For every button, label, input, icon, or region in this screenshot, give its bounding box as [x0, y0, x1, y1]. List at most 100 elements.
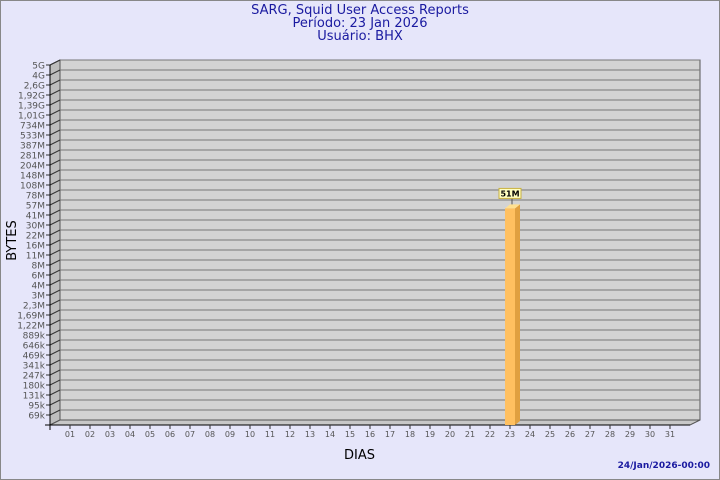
floor [49, 419, 701, 426]
x-tick-label: 27 [585, 430, 595, 439]
y-tick-label: 5G [32, 62, 45, 72]
x-tick-label: 25 [545, 430, 555, 439]
y-tick-diagonal [49, 169, 61, 176]
bar-value-label: 51M [500, 189, 519, 198]
y-tick-diagonal [49, 269, 61, 276]
x-tick-label: 12 [285, 430, 295, 439]
y-tick-diagonal [49, 309, 61, 316]
y-tick-label: 387M [20, 142, 45, 152]
y-tick-label: 247k [23, 372, 46, 382]
chart-subtitle-period: Período: 23 Jan 2026 [292, 16, 428, 31]
x-tick-label: 31 [665, 430, 675, 439]
y-tick-label: 8M [32, 262, 46, 272]
y-tick-label: 341k [23, 362, 46, 372]
y-tick-label: 11M [26, 252, 45, 262]
x-tick-label: 02 [85, 430, 95, 439]
x-tick-label: 07 [185, 430, 195, 439]
y-tick-label: 78M [26, 192, 45, 202]
y-tick-diagonal [49, 249, 61, 256]
y-tick-label: 6M [32, 272, 46, 282]
x-tick-label: 22 [485, 430, 495, 439]
y-tick-diagonal [49, 119, 61, 126]
y-tick-label: 30M [26, 222, 45, 232]
x-tick-label: 23 [505, 430, 515, 439]
y-tick-label: 131k [23, 392, 46, 402]
y-tick-diagonal [49, 259, 61, 266]
y-tick-label: 281M [20, 152, 45, 162]
x-tick-label: 26 [565, 430, 575, 439]
y-tick-label: 69k [28, 412, 45, 422]
x-tick-label: 17 [385, 430, 395, 439]
y-tick-label: 204M [20, 162, 45, 172]
y-tick-label: 22M [26, 232, 45, 242]
y-tick-label: 16M [26, 242, 45, 252]
y-tick-diagonal [49, 149, 61, 156]
bar-label-box [498, 187, 522, 199]
y-tick-diagonal [49, 219, 61, 226]
y-tick-label: 148M [20, 172, 45, 182]
y-tick-diagonal [49, 319, 61, 326]
y-tick-label: 2,3M [23, 302, 45, 312]
y-tick-label: 646k [23, 342, 46, 352]
y-tick-label: 889k [23, 332, 46, 342]
x-axis-label: DIAS [344, 448, 375, 463]
bar [505, 208, 515, 425]
y-tick-diagonal [49, 379, 61, 386]
x-tick-label: 30 [645, 430, 655, 439]
x-tick-label: 19 [425, 430, 435, 439]
y-tick-diagonal [49, 199, 61, 206]
y-tick-label: 108M [20, 182, 45, 192]
y-tick-label: 3M [32, 292, 46, 302]
y-tick-diagonal [49, 189, 61, 196]
y-tick-diagonal [49, 69, 61, 76]
y-tick-diagonal [49, 129, 61, 136]
y-tick-diagonal [49, 299, 61, 306]
y-tick-diagonal [49, 279, 61, 286]
y-tick-diagonal [49, 89, 61, 96]
y-tick-diagonal [49, 139, 61, 146]
y-tick-diagonal [49, 109, 61, 116]
y-tick-label: 1,69M [17, 312, 45, 322]
y-tick-diagonal [49, 359, 61, 366]
y-tick-label: 57M [26, 202, 45, 212]
y-tick-label: 95k [28, 402, 45, 412]
x-tick-label: 05 [145, 430, 155, 439]
y-tick-diagonal [49, 339, 61, 346]
bar-side [515, 204, 520, 425]
y-tick-diagonal [49, 349, 61, 356]
y-tick-diagonal [49, 329, 61, 336]
y-tick-diagonal [49, 229, 61, 236]
y-tick-label: 4M [32, 282, 46, 292]
x-tick-label: 18 [405, 430, 415, 439]
y-tick-label: 1,22M [17, 322, 45, 332]
y-tick-label: 4G [32, 72, 45, 82]
x-tick-label: 16 [365, 430, 375, 439]
x-tick-label: 03 [105, 430, 115, 439]
x-tick-label: 08 [205, 430, 215, 439]
y-tick-diagonal [49, 99, 61, 106]
x-tick-label: 20 [445, 430, 455, 439]
y-tick-diagonal [49, 159, 61, 166]
y-tick-label: 180k [23, 382, 46, 392]
x-tick-label: 14 [325, 430, 335, 439]
y-tick-diagonal [49, 289, 61, 296]
y-tick-label: 1,01G [18, 112, 45, 122]
x-tick-label: 11 [265, 430, 275, 439]
y-tick-diagonal [49, 179, 61, 186]
chart-subtitle-user: Usuário: BHX [317, 29, 403, 44]
x-tick-label: 13 [305, 430, 315, 439]
y-tick-label: 734M [20, 122, 45, 132]
y-axis-label: BYTES [4, 220, 20, 261]
x-tick-label: 24 [525, 430, 535, 439]
y-tick-diagonal [49, 59, 61, 66]
x-tick-label: 04 [125, 430, 135, 439]
x-tick-label: 29 [625, 430, 635, 439]
y-tick-diagonal [49, 409, 61, 416]
y-tick-label: 1,39G [18, 102, 45, 112]
y-tick-label: 41M [26, 212, 45, 222]
y-tick-diagonal [49, 239, 61, 246]
y-tick-label: 1,92G [18, 92, 45, 102]
x-tick-label: 01 [65, 430, 75, 439]
y-tick-label: 2,6G [24, 82, 45, 92]
